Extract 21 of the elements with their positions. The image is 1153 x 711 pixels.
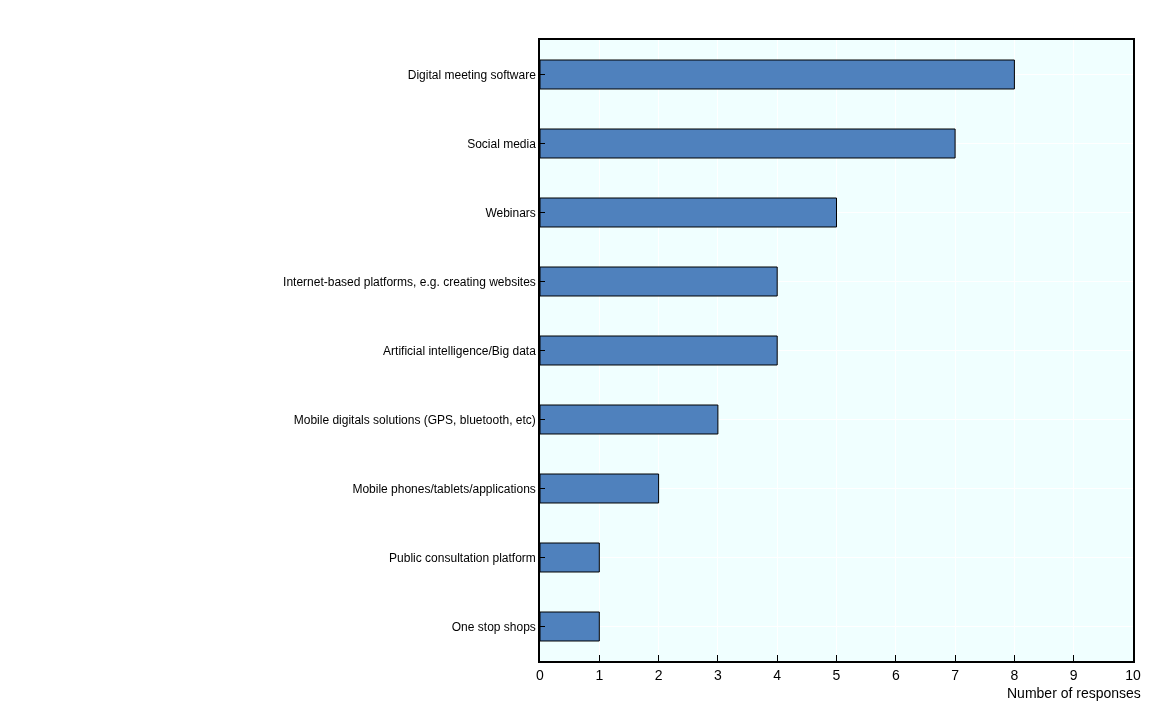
y-tick-label: Artificial intelligence/Big data (383, 343, 537, 358)
x-tick-label: 10 (1125, 666, 1141, 683)
y-tick-label: Mobile phones/tablets/applications (352, 481, 536, 496)
y-tick-label: Webinars (485, 205, 536, 220)
x-tick-label: 1 (595, 666, 604, 683)
x-tick-label: 4 (773, 666, 782, 683)
y-tick-label: Mobile digitals solutions (GPS, bluetooth, etc) (293, 412, 536, 427)
x-tick-label: 6 (891, 666, 900, 683)
x-tick-label: 2 (654, 666, 663, 683)
x-tick-label: 7 (951, 666, 960, 683)
x-tick-label: 3 (714, 666, 722, 683)
x-tick-label: 8 (1010, 666, 1019, 683)
y-tick-label: Internet-based platforms, e.g. creating websites (283, 274, 536, 289)
y-tick-label: Social media (467, 136, 537, 151)
x-axis-title: Number of responses (1007, 685, 1141, 701)
x-tick-label: 0 (536, 666, 545, 683)
y-tick-label: Digital meeting software (407, 67, 537, 82)
y-tick-label: One stop shops (451, 619, 536, 634)
x-tick-label: 9 (1069, 666, 1078, 683)
x-tick-label: 5 (832, 666, 841, 683)
y-tick-label: Public consultation platform (389, 550, 536, 565)
